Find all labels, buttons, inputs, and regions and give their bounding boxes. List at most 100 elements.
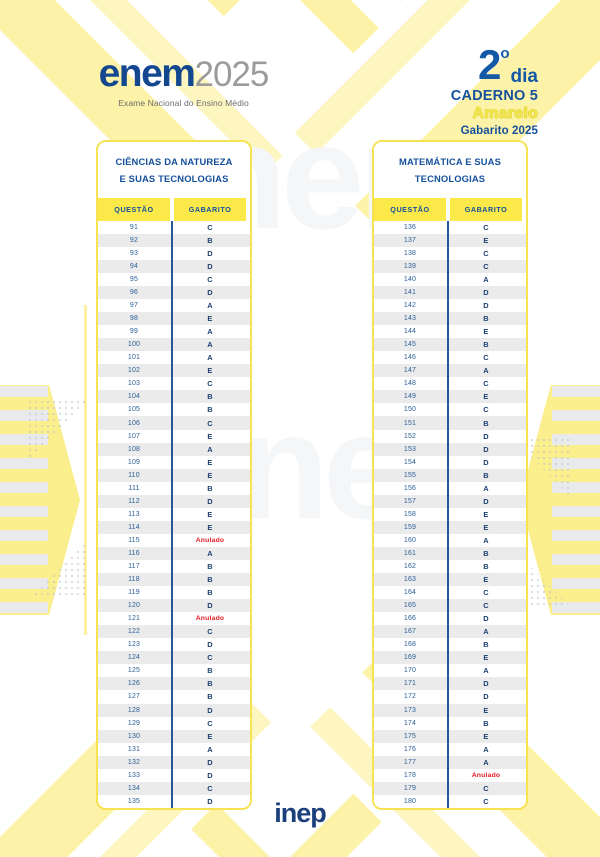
column-divider [446,364,450,378]
answer-row: 111 B [98,481,250,495]
card-title-line1: CIÊNCIAS DA NATUREZA [115,156,233,167]
card-title-ciencias: CIÊNCIAS DA NATUREZA E SUAS TECNOLOGIAS [98,142,250,198]
column-divider [170,246,174,260]
answer-row: 170 A [374,664,526,678]
answer-row: 110 E [98,468,250,482]
answer-row: 162 B [374,560,526,574]
answer-letter: E [207,509,213,519]
answer-row: 164 C [374,586,526,600]
question-number: 160 [403,536,417,544]
question-number: 156 [403,484,417,492]
question-number: 140 [403,275,417,283]
question-number: 101 [127,354,141,362]
answer-letter: B [207,392,213,402]
answer-letter: E [207,366,213,376]
column-divider [170,520,174,534]
answer-row: 101 A [98,351,250,365]
column-divider [446,755,450,769]
answer-letter: E [483,731,489,741]
dot-triangle-bottom-left [28,538,88,598]
column-divider [446,312,450,326]
answer-row: 169 E [374,651,526,665]
answer-letter: D [207,496,213,506]
column-headers: QUESTÃO GABARITO [98,197,250,221]
answer-row: 94 D [98,259,250,274]
question-number: 154 [403,458,417,466]
column-divider [170,768,174,782]
column-divider [446,716,450,730]
answer-row: 178 Anulado [374,768,526,782]
question-number: 171 [403,680,417,688]
answer-letter: B [207,483,213,493]
column-divider [170,586,174,600]
answer-rows-matematica: 136 C 137 E 138 C 139 C 140 A 141 D 142 D 143 B 144 E 145 B… [374,220,526,808]
question-number: 142 [403,302,417,310]
answer-letter: E [483,235,489,245]
answer-row: 93 D [98,246,250,260]
answer-letter: B [207,679,213,689]
answer-letter: D [207,796,213,806]
answer-row: 126 B [98,677,250,691]
answer-letter: A [207,301,213,311]
question-number: 106 [127,419,141,427]
column-divider [170,338,174,352]
answer-row: 99 A [98,325,250,339]
answer-letter: C [207,222,213,232]
column-divider [446,246,450,260]
answer-letter: D [207,770,213,780]
question-number: 133 [127,771,141,779]
answer-row: 176 A [374,742,526,756]
question-number: 112 [128,497,140,505]
answer-annulled: Anulado [471,771,501,779]
column-divider [170,560,174,574]
column-divider [170,703,174,717]
answer-letter: A [483,744,489,754]
answer-row: 132 D [98,755,250,769]
answer-row: 141 D [374,286,526,300]
answer-row: 114 E [98,520,250,534]
column-divider [170,416,174,430]
question-number: 149 [403,393,417,401]
day-label: dia [510,66,538,88]
answer-row: 180 C [374,794,526,808]
answer-row: 142 D [374,299,526,313]
answer-row: 179 C [374,781,526,795]
answer-row: 148 C [374,377,526,391]
answer-letter: A [207,340,213,350]
column-divider [170,625,174,639]
question-number: 100 [127,341,141,349]
answer-row: 115 Anulado [98,533,250,548]
column-divider [446,560,450,574]
answer-row: 158 E [374,507,526,521]
question-number: 174 [403,719,417,727]
answer-row: 147 A [374,364,526,378]
answer-letter: D [207,261,213,271]
exam-day-info: 2 o dia CADERNO 5 Amarelo Gabarito 2025 [451,44,538,137]
question-number: 147 [403,367,417,375]
card-title-line1: MATEMÁTICA E SUAS [398,156,502,167]
question-number: 99 [129,328,139,336]
answer-row: 95 C [98,272,250,287]
question-number: 113 [128,510,140,518]
question-number: 134 [127,784,141,792]
column-divider [170,272,174,287]
column-divider [446,220,450,234]
question-number: 169 [403,654,417,662]
question-number: 170 [403,667,417,675]
column-divider [446,272,450,287]
column-divider [170,599,174,613]
question-number: 175 [403,732,417,740]
answer-row: 127 B [98,690,250,704]
answer-letter: E [207,470,213,480]
column-header-gabarito: GABARITO [450,197,522,221]
question-number: 97 [129,302,139,310]
question-number: 166 [403,615,417,623]
answer-letter: B [483,562,489,572]
question-number: 178 [403,771,417,779]
column-divider [446,781,450,795]
column-divider [170,286,174,300]
answer-row: 91 C [98,220,250,234]
question-number: 92 [129,236,139,244]
question-number: 152 [403,432,417,440]
question-number: 165 [403,602,417,610]
